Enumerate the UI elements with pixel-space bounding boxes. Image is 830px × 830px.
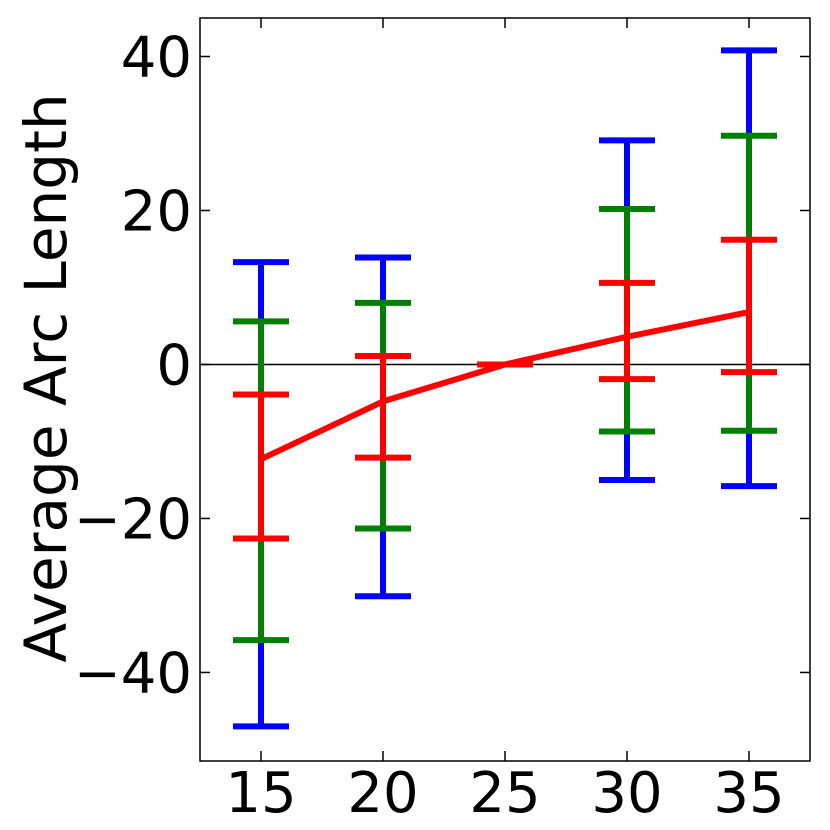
x-tick-label-20: 20 <box>347 761 418 826</box>
mean-line <box>259 309 750 462</box>
x-tick-label-30: 30 <box>591 761 662 826</box>
plot-background <box>200 18 810 761</box>
y-tick-label-3: −20 <box>74 487 192 552</box>
x-tick-label-35: 35 <box>713 761 784 826</box>
x-tick-label-15: 15 <box>225 761 296 826</box>
y-tick-label-2: 0 <box>156 333 192 398</box>
y-axis-title: Average Arc Length <box>12 93 80 662</box>
x-tick-label-25: 25 <box>469 761 540 826</box>
y-tick-label-4: −40 <box>74 641 192 706</box>
y-tick-label-0: 40 <box>121 25 192 90</box>
y-tick-label-1: 20 <box>121 179 192 244</box>
